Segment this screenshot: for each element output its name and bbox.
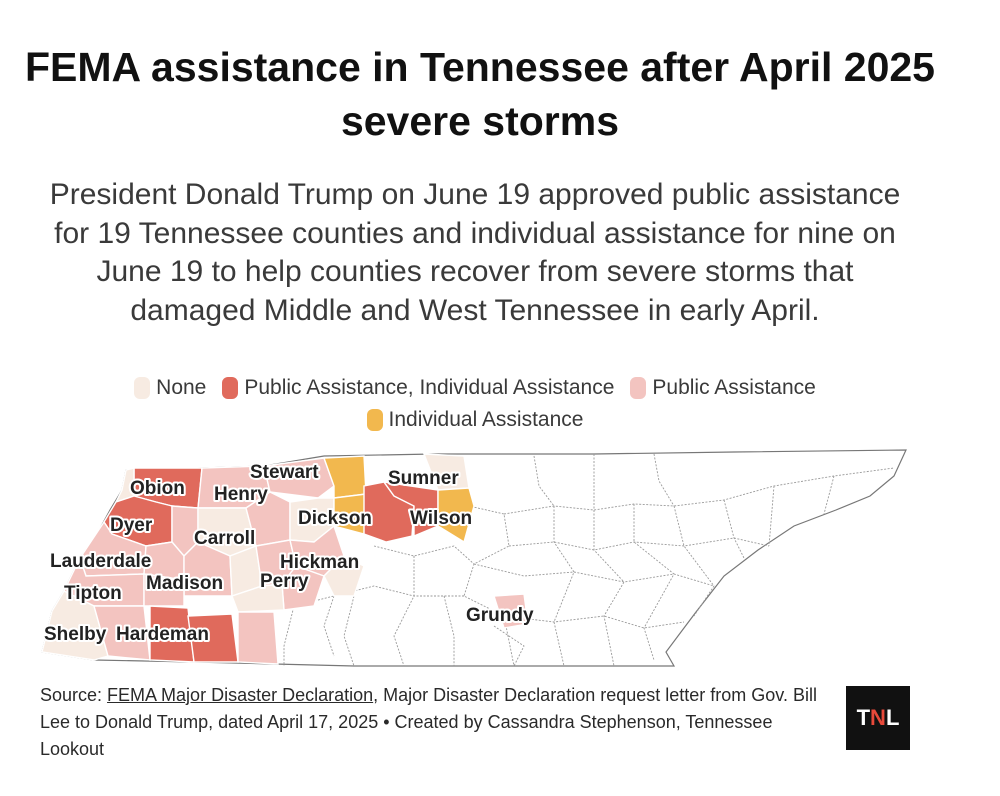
legend-item-individual: Individual Assistance	[366, 408, 584, 432]
legend-swatch-both	[222, 377, 239, 399]
county-label-dyer: Dyer	[110, 515, 153, 536]
county-shape	[437, 487, 475, 544]
tennessee-county-map: Obion Henry Stewart Sumner Dyer Dickson …	[41, 449, 907, 667]
legend-item-none: None	[134, 376, 206, 400]
county-label-dickson: Dickson	[298, 508, 372, 529]
county-label-hickman: Hickman	[280, 552, 359, 573]
county-shape	[263, 457, 335, 499]
county-label-sumner: Sumner	[388, 468, 459, 489]
county-label-wilson: Wilson	[410, 508, 472, 529]
source-rest: , Major Disaster Declaration request let…	[40, 685, 817, 759]
county-label-shelby: Shelby	[44, 624, 107, 645]
county-shape	[143, 573, 185, 607]
unaffected-counties	[283, 453, 895, 667]
source-prefix: Source:	[40, 685, 108, 705]
county-label-lauderdale: Lauderdale	[50, 551, 151, 572]
map-subtitle: President Donald Trump on June 19 approv…	[49, 178, 901, 327]
county-label-hardeman: Hardeman	[116, 624, 209, 645]
logo-letter-l: L	[885, 705, 900, 730]
county-shape	[231, 583, 285, 613]
county-label-grundy: Grundy	[466, 605, 534, 626]
legend-swatch-public	[630, 377, 647, 399]
legend-label-none: None	[156, 376, 207, 399]
logo-letter-n: N	[870, 705, 886, 730]
county-label-carroll: Carroll	[194, 528, 255, 549]
county-shape	[493, 593, 529, 629]
legend-item-public: Public Assistance	[630, 376, 816, 400]
county-shape	[323, 555, 365, 597]
county-labels: Obion Henry Stewart Sumner Dyer Dickson …	[42, 460, 536, 647]
source-note: Source: FEMA Major Disaster Declaration,…	[40, 682, 830, 763]
map-title: FEMA assistance in Tennessee after April…	[25, 44, 935, 144]
county-shape	[237, 611, 279, 665]
legend: None Public Assistance, Individual Assis…	[60, 376, 890, 432]
legend-item-both: Public Assistance, Individual Assistance	[222, 376, 614, 400]
legend-label-individual: Individual Assistance	[388, 408, 584, 431]
legend-label-public: Public Assistance	[652, 376, 816, 399]
county-label-henry: Henry	[214, 484, 268, 505]
county-label-perry: Perry	[260, 571, 309, 592]
legend-swatch-individual	[366, 409, 383, 431]
legend-swatch-none	[134, 377, 151, 399]
county-label-madison: Madison	[146, 573, 223, 594]
county-label-obion: Obion	[130, 478, 185, 499]
fema-declaration-link[interactable]: FEMA Major Disaster Declaration	[107, 685, 374, 705]
county-label-tipton: Tipton	[64, 583, 122, 604]
logo-letter-t: T	[856, 705, 871, 730]
affected-counties	[41, 453, 529, 665]
legend-label-both: Public Assistance, Individual Assistance	[244, 376, 615, 399]
county-shape	[41, 590, 109, 661]
county-label-stewart: Stewart	[250, 462, 319, 483]
